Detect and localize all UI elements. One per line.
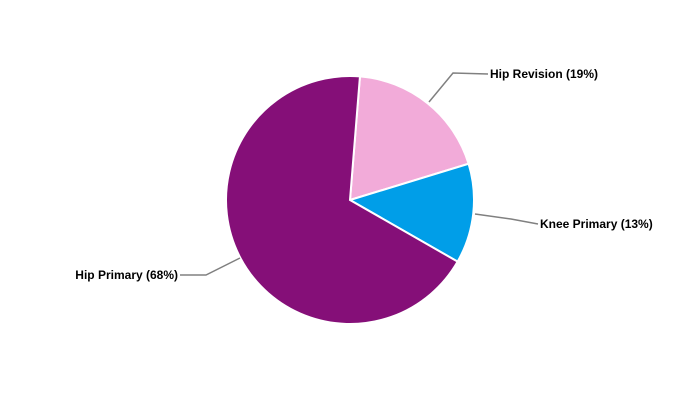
slice-label: Hip Revision (19%) — [490, 67, 598, 81]
leader-line — [428, 72, 489, 103]
slice-label: Knee Primary (13%) — [540, 217, 653, 231]
slice-label: Hip Primary (68%) — [75, 268, 178, 282]
leader-line — [180, 257, 241, 276]
pie-slice-knee-primary — [347, 162, 475, 263]
pie-slice-hip-primary — [225, 75, 459, 325]
leader-line — [474, 213, 539, 225]
pie-slice-hip-revision — [348, 75, 470, 202]
